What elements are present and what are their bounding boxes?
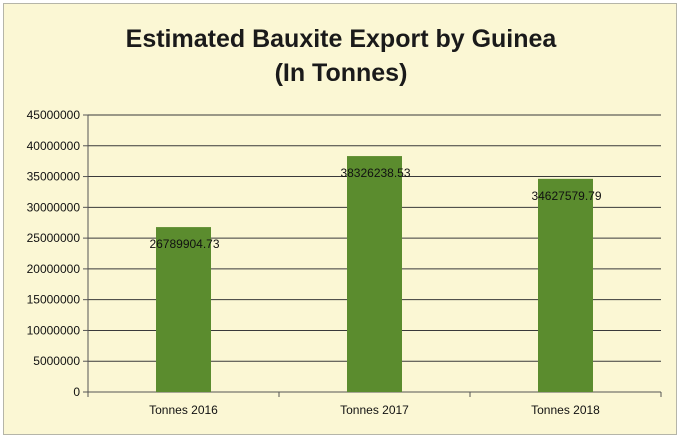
labels: 0 5000000 10000000 15000000 20000000 25000000… [27, 108, 602, 417]
y-tick-label: 10000000 [27, 323, 81, 337]
y-tick-label: 35000000 [27, 170, 81, 184]
chart-title: Estimated Bauxite Export by Guinea [125, 25, 557, 53]
y-tick-label: 5000000 [33, 354, 80, 368]
y-tick-label: 40000000 [27, 139, 81, 153]
y-tick-label: 15000000 [27, 293, 81, 307]
x-tick-label: Tonnes 2018 [531, 403, 600, 417]
y-tick-label: 30000000 [27, 200, 81, 214]
bars [156, 156, 593, 392]
chart-title-block: Estimated Bauxite Export by Guinea (In T… [0, 22, 682, 90]
data-label: 38326238.53 [340, 166, 410, 180]
x-tick-label: Tonnes 2016 [149, 403, 218, 417]
y-tick-label: 0 [73, 385, 80, 399]
bar [538, 178, 593, 392]
y-tick-label: 20000000 [27, 262, 81, 276]
x-tick-label: Tonnes 2017 [340, 403, 409, 417]
bar [347, 156, 402, 392]
data-label: 34627579.79 [531, 189, 601, 203]
data-label: 26789904.73 [149, 237, 219, 251]
chart-subtitle: (In Tonnes) [274, 59, 408, 87]
y-tick-label: 25000000 [27, 231, 81, 245]
y-tick-label: 45000000 [27, 108, 81, 122]
bar [156, 227, 211, 392]
